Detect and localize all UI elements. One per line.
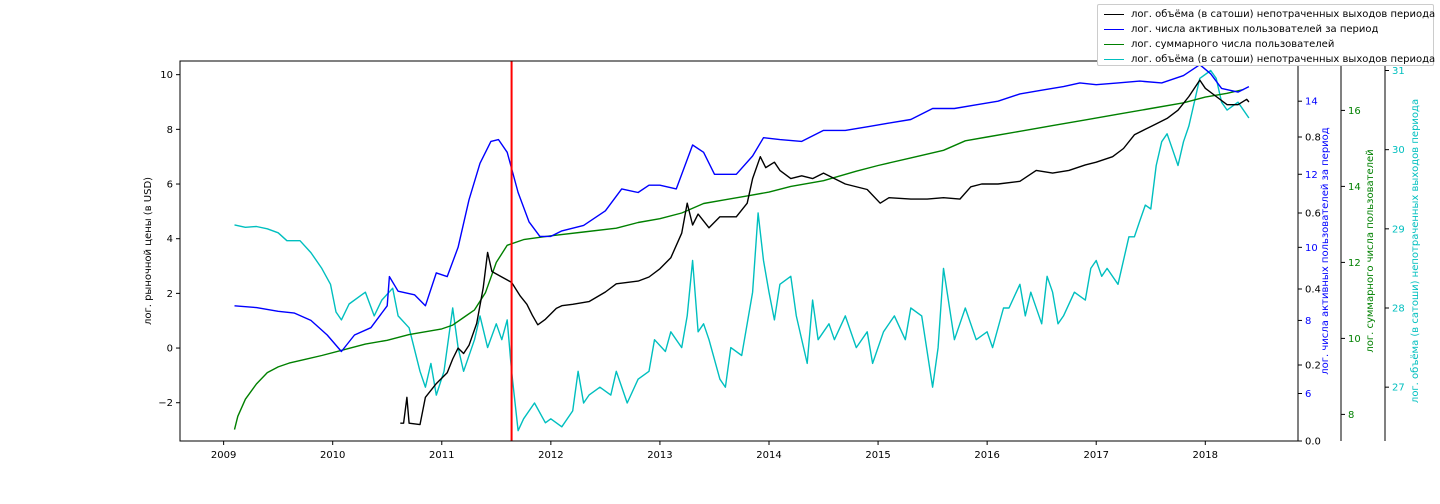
y-tick-label-left: 2 — [167, 289, 173, 300]
legend-entry-cyan: лог. объёма (в сатоши) непотраченных вых… — [1104, 52, 1435, 66]
legend-swatch-black — [1104, 13, 1124, 15]
y-axis-label-blue: лог. числа активных пользователей за пер… — [1320, 127, 1331, 375]
legend-label-cyan: лог. объёма (в сатоши) непотраченных вых… — [1131, 53, 1436, 65]
legend-swatch-blue — [1104, 28, 1124, 30]
x-tick-label: 2018 — [1193, 450, 1218, 461]
legend-swatch-green — [1104, 43, 1124, 45]
y-tick-label-right_green: 12 — [1348, 258, 1361, 269]
legend-entry-blue: лог. числа активных пользователей за пер… — [1104, 22, 1378, 36]
y-tick-label-left: 6 — [167, 180, 173, 191]
y-tick-label-left: 10 — [160, 70, 173, 81]
y-tick-label-right_blue: 8 — [1305, 316, 1311, 327]
x-tick-label: 2017 — [1083, 450, 1108, 461]
legend-swatch-cyan — [1104, 58, 1124, 60]
x-tick-label: 2013 — [647, 450, 672, 461]
y-tick-label-right_cyan: 28 — [1392, 304, 1405, 315]
plot-area — [233, 61, 1250, 441]
plot-frame — [179, 60, 1299, 442]
y-tick-label-right_cyan: 27 — [1392, 383, 1405, 394]
y-tick-label-right_cyan: 29 — [1392, 224, 1405, 235]
y-tick-label-right_cyan: 30 — [1392, 145, 1405, 156]
y-tick-label-right_cyan: 31 — [1392, 66, 1405, 77]
legend-entry-black: лог. объёма (в сатоши) непотраченных вых… — [1104, 7, 1435, 21]
y-tick-label-left: 4 — [167, 234, 173, 245]
y-axis-label-green: лог. суммарного числа пользователей — [1365, 149, 1376, 352]
y-axis-label-cyan: лог. объёма (в сатоши) непотраченных вых… — [1410, 99, 1421, 403]
x-tick-label: 2010 — [320, 450, 345, 461]
series-line-right_cyan — [234, 69, 1250, 432]
y-tick-label-right_green: 10 — [1348, 334, 1361, 345]
legend-label-green: лог. суммарного числа пользователей — [1131, 38, 1335, 50]
series-line-right_green — [233, 88, 1244, 430]
y-tick-label-left: 8 — [167, 125, 173, 136]
y-tick-label-right_inner: 0.2 — [1305, 361, 1321, 372]
y-tick-label-right_blue: 12 — [1305, 170, 1318, 181]
y-tick-label-right_inner: 0.6 — [1305, 209, 1321, 220]
series-line-right_blue — [234, 64, 1250, 353]
y-tick-label-right_inner: 0.4 — [1305, 285, 1321, 296]
legend-label-black: лог. объёма (в сатоши) непотраченных вых… — [1131, 8, 1436, 20]
y-tick-label-right_blue: 6 — [1305, 389, 1311, 400]
y-axis-label-left: лог. рыночной цены (в USD) — [143, 177, 154, 325]
y-tick-label-right_green: 14 — [1348, 182, 1361, 193]
y-tick-label-left: −2 — [158, 398, 173, 409]
y-tick-label-right_blue: 14 — [1305, 97, 1318, 108]
y-tick-label-left: 0 — [167, 344, 173, 355]
y-tick-label-right_green: 8 — [1348, 410, 1354, 421]
y-tick-label-right_inner: 0.0 — [1305, 437, 1321, 448]
x-tick-label: 2012 — [538, 450, 563, 461]
x-tick-label: 2009 — [211, 450, 236, 461]
y-tick-label-right_inner: 0.8 — [1305, 133, 1321, 144]
axes: 2009 2010 2011 2012 2013 2014 2015 2016 2017 2018… — [158, 61, 1405, 461]
series-line-left — [400, 79, 1250, 426]
legend: лог. объёма (в сатоши) непотраченных вых… — [1097, 4, 1435, 66]
legend-label-blue: лог. числа активных пользователей за пер… — [1131, 23, 1379, 35]
legend-entry-green: лог. суммарного числа пользователей — [1104, 37, 1334, 51]
x-tick-label: 2016 — [974, 450, 999, 461]
y-tick-label-right_blue: 10 — [1305, 243, 1318, 254]
x-tick-label: 2015 — [865, 450, 890, 461]
x-tick-label: 2011 — [429, 450, 454, 461]
x-tick-label: 2014 — [756, 450, 781, 461]
y-tick-label-right_green: 16 — [1348, 106, 1361, 117]
